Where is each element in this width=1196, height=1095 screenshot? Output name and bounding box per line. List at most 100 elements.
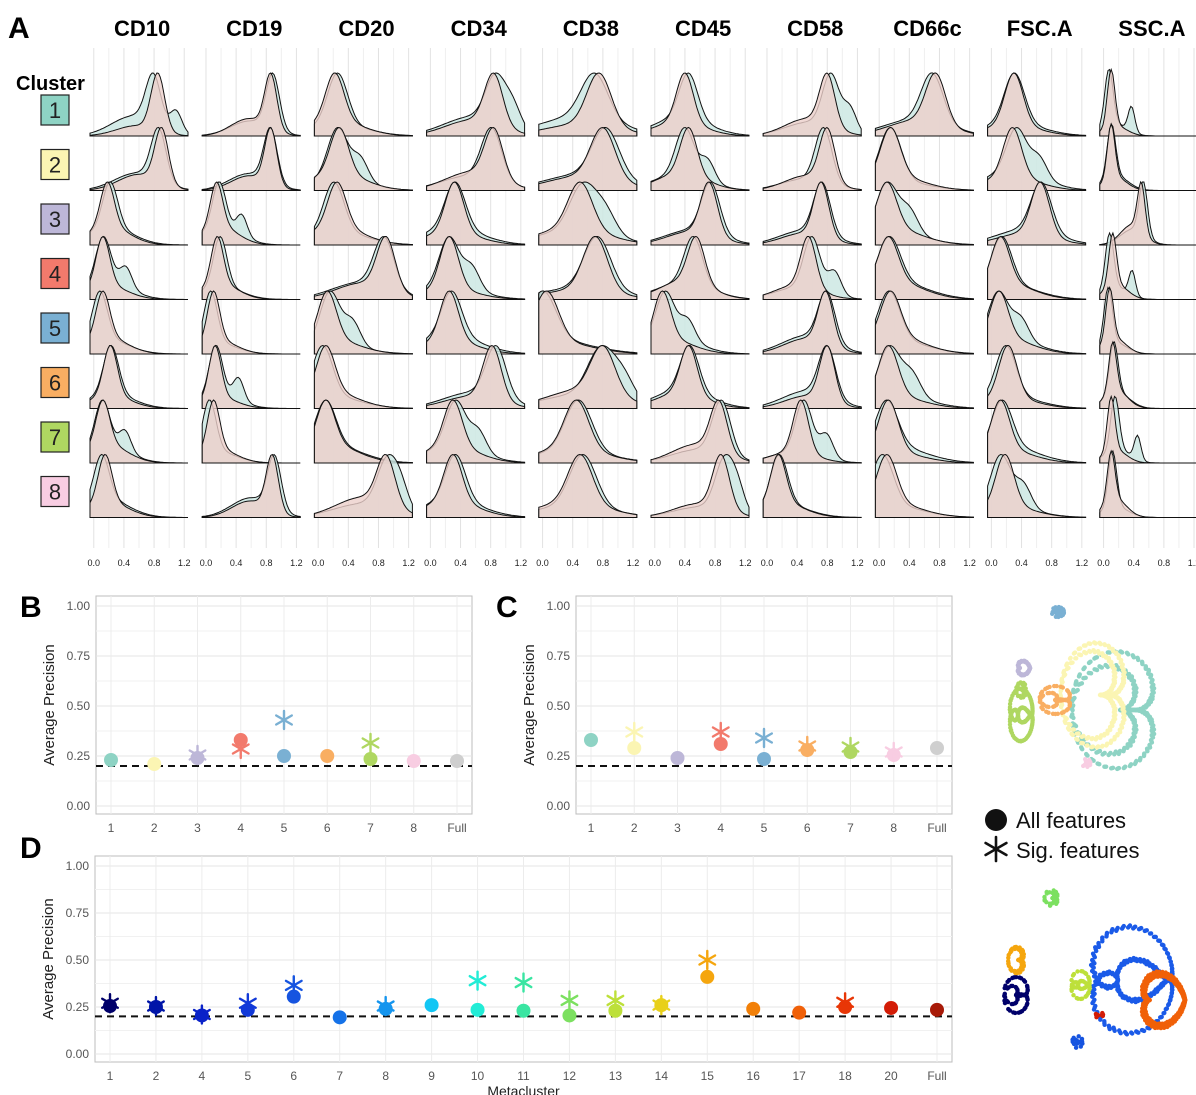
umap-dot [1106,983,1112,989]
density-ridge [426,235,526,300]
umap-dot [1140,992,1145,998]
x-axis-label: Metacluster [487,1083,560,1095]
umap-dot [1125,745,1130,750]
umap-dot [1166,976,1171,981]
density-ridge [762,126,862,191]
point-all-features [104,753,118,767]
umap-dot [1073,1045,1079,1050]
umap-dot [1132,707,1138,713]
umap-dot [1112,737,1117,742]
umap-dot [1088,659,1093,664]
umap-dot [1091,758,1096,763]
umap-dot [1008,727,1014,733]
umap-dot [1126,998,1131,1003]
umap-dot [1149,733,1154,738]
density-ridge [874,72,974,137]
umap-dot [1141,1001,1146,1006]
point-all-features [470,1002,485,1017]
density-ridge [762,453,862,518]
x-tick-label: Full [927,1069,946,1083]
umap-dot [1133,999,1138,1005]
umap-dot [1006,977,1012,983]
marker-header: CD34 [451,16,508,41]
umap-dot [1021,963,1026,968]
umap-dot [1009,696,1014,701]
x-tick-label: 0.0 [312,558,325,568]
umap-dot [1084,993,1089,998]
umap-dot [1134,758,1139,764]
marker-header: CD58 [787,16,843,41]
umap-dot [1119,725,1125,730]
umap-dot [1083,651,1089,656]
density-ridge [762,399,862,464]
umap-dot [1136,927,1142,932]
umap-dot [1111,677,1116,682]
x-tick-label: 2 [151,821,158,835]
umap-dot [1159,942,1165,947]
marker-header: CD45 [675,16,731,41]
cluster-swatch [40,94,70,126]
umap-dot [1100,653,1106,659]
umap-dot [1079,996,1085,1001]
umap-dot [1153,965,1158,970]
umap-dot [1093,970,1098,976]
umap-dot [1108,698,1113,704]
x-tick-label: 4 [199,1069,206,1083]
point-all-features [332,1010,347,1025]
umap-dot [1069,713,1075,719]
cluster-swatch [40,312,70,344]
umap-dot [1094,655,1100,660]
x-tick-label: 0.0 [200,558,213,568]
umap-dot [1147,718,1152,723]
x-tick-label: 0.0 [424,558,437,568]
x-tick-label: 7 [336,1069,343,1083]
cluster-swatch [40,203,70,235]
x-tick-label: 0.0 [536,558,549,568]
umap-dot [1123,764,1128,769]
x-tick-label: 0.4 [230,558,243,568]
umap-dot [1154,969,1159,974]
point-sig-features [606,990,625,1011]
umap-dot [1083,971,1089,976]
umap-dot [1149,692,1154,697]
umap-dot [1069,984,1075,989]
umap-dot [1168,994,1174,1000]
density-ridge [650,453,750,518]
umap-dot [1173,977,1179,982]
umap-dot [1069,988,1074,993]
umap-dot [1148,977,1153,983]
umap-dot [1053,609,1058,614]
umap-dot [1016,661,1022,666]
umap-dot [1024,735,1030,740]
umap-dot [1094,735,1100,740]
umap-dot [1145,997,1150,1003]
y-tick-label: 0.50 [547,699,571,713]
density-ridge [313,72,413,137]
umap-dot [1139,987,1145,993]
point-all-features [700,969,715,984]
density-ridge [201,399,301,464]
legend-sig-features: Sig. features [1016,838,1140,863]
umap-dot [1165,1024,1170,1030]
umap-dot [1070,697,1076,702]
umap-dot [1119,650,1125,655]
umap-dot [1142,928,1148,934]
umap-dot [1096,978,1102,983]
umap-dot [1111,713,1117,719]
umap-dot [1060,607,1066,612]
umap-dot [1133,694,1138,699]
x-tick-label: 18 [838,1069,852,1083]
y-tick-label: 0.25 [67,749,91,763]
umap-dot [1076,1034,1081,1039]
density-ridge [874,290,974,355]
umap-dot [1050,711,1056,716]
umap-dot [1044,709,1049,714]
umap-dot [1146,671,1151,676]
x-tick-label: Full [447,821,466,835]
umap-dot [1154,989,1160,994]
x-tick-label: Full [927,821,946,835]
umap-dot [1014,974,1019,980]
umap-dot [1017,718,1022,724]
umap-dot [1129,999,1135,1004]
density-ridge [874,344,974,409]
